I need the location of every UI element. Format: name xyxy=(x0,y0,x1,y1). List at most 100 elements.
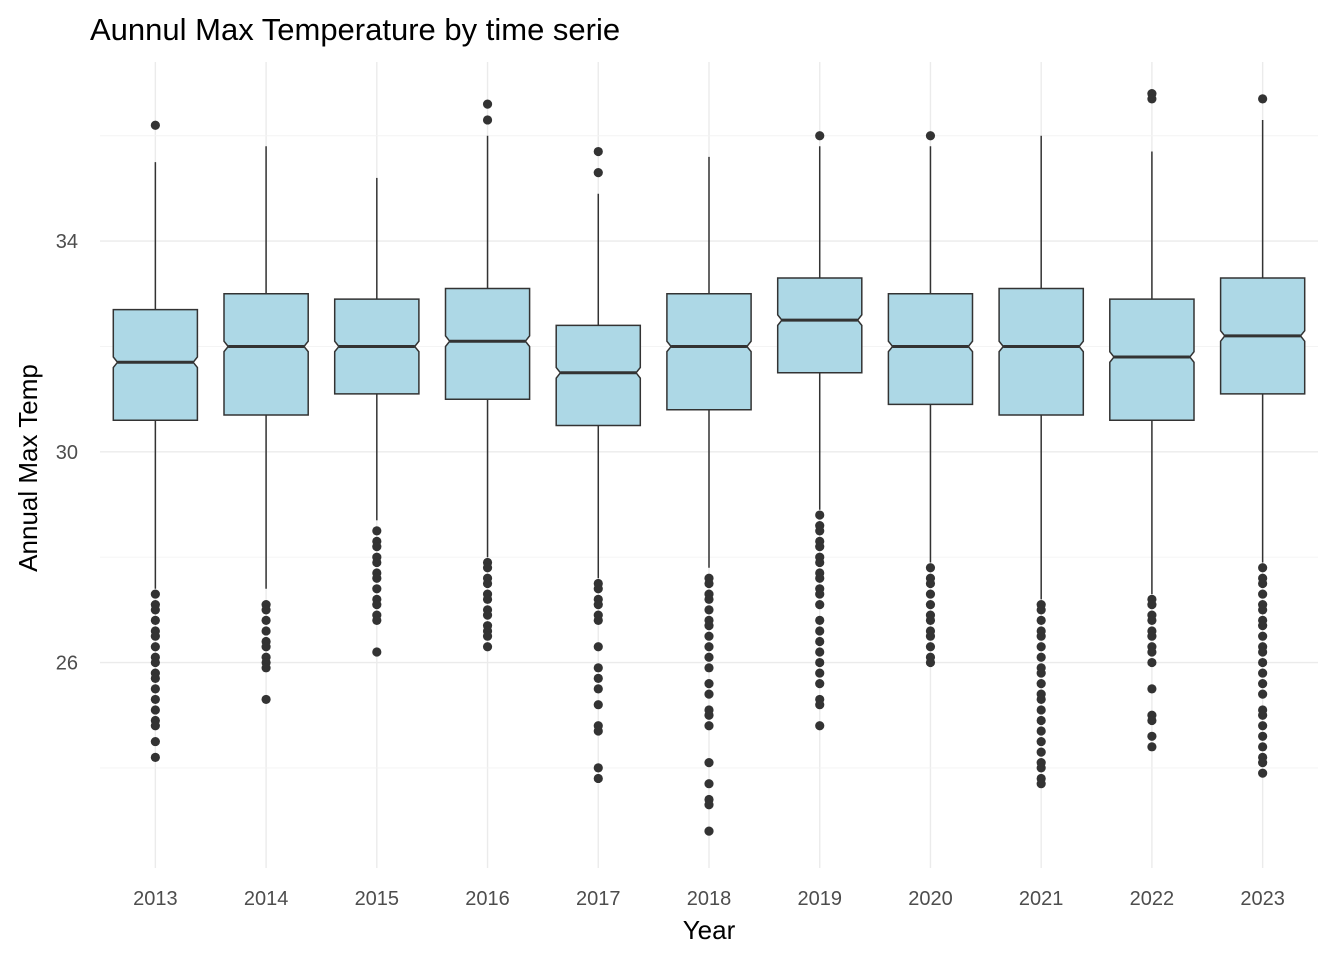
outlier-point-2020-4 xyxy=(925,589,936,599)
y-tick-label-30: 30 xyxy=(56,442,78,464)
outlier-point-2019-11 xyxy=(815,589,825,599)
outlier-point-2015-9 xyxy=(372,600,382,610)
outlier-point-2020-7 xyxy=(925,615,936,626)
outlier-point-2022-15 xyxy=(1147,742,1157,752)
outlier-point-2021-1 xyxy=(1036,605,1046,615)
outlier-point-2019-3 xyxy=(815,526,825,536)
outlier-point-2017-3 xyxy=(593,584,603,594)
box-2022 xyxy=(1109,89,1195,752)
outlier-point-2023-19 xyxy=(1258,731,1268,741)
outlier-point-2023-14 xyxy=(1258,679,1268,689)
outlier-point-2022-14 xyxy=(1147,731,1157,741)
x-tick-label-2023: 2023 xyxy=(1240,888,1285,910)
outlier-point-2015-11 xyxy=(372,615,382,626)
outlier-point-2021-13 xyxy=(1036,715,1046,726)
y-axis-title: Annual Max Temp xyxy=(13,364,43,572)
outlier-point-2021-4 xyxy=(1036,631,1046,641)
outlier-point-2013-17 xyxy=(150,736,160,747)
outlier-point-2021-18 xyxy=(1036,763,1046,773)
box-body-2021 xyxy=(998,287,1085,416)
outlier-point-2015-4 xyxy=(372,557,382,568)
outlier-point-2017-16 xyxy=(593,773,603,784)
outlier-point-2022-10 xyxy=(1147,657,1157,668)
outlier-point-2022-1 xyxy=(1147,94,1157,104)
outlier-point-2015-7 xyxy=(372,584,382,594)
outlier-point-2021-11 xyxy=(1036,694,1046,705)
outlier-point-2017-10 xyxy=(593,673,603,683)
outlier-point-2016-1 xyxy=(482,115,493,125)
outlier-point-2016-3 xyxy=(482,563,493,573)
outlier-point-2018-16 xyxy=(704,758,714,768)
outlier-point-2023-22 xyxy=(1258,758,1268,768)
outlier-point-2021-6 xyxy=(1036,652,1046,662)
outlier-point-2017-1 xyxy=(593,168,603,178)
box-body-2014 xyxy=(223,293,309,416)
outlier-point-2013-18 xyxy=(150,752,160,762)
outlier-point-2019-19 xyxy=(815,679,825,689)
outlier-point-2021-16 xyxy=(1036,747,1046,757)
outlier-point-2015-0 xyxy=(372,526,382,536)
box-body-2018 xyxy=(666,293,752,411)
outlier-point-2016-13 xyxy=(482,642,493,652)
outlier-point-2013-7 xyxy=(150,642,160,652)
outlier-point-2018-9 xyxy=(704,652,714,662)
outlier-point-2013-11 xyxy=(150,673,160,683)
outlier-point-2015-6 xyxy=(372,573,382,583)
outlier-point-2013-1 xyxy=(150,589,160,599)
outlier-point-2021-9 xyxy=(1036,679,1046,689)
outlier-point-2020-0 xyxy=(925,131,936,141)
outlier-point-2020-12 xyxy=(925,657,936,668)
outlier-point-2016-9 xyxy=(482,610,493,620)
outlier-point-2014-9 xyxy=(261,694,271,705)
outlier-point-2023-13 xyxy=(1258,668,1268,678)
outlier-point-2021-2 xyxy=(1036,615,1046,626)
outlier-point-2021-8 xyxy=(1036,668,1046,678)
x-tick-label-2015: 2015 xyxy=(355,888,400,910)
outlier-point-2019-21 xyxy=(815,700,825,710)
x-tick-label-2020: 2020 xyxy=(908,888,953,910)
x-tick-label-2016: 2016 xyxy=(465,888,510,910)
outlier-point-2016-12 xyxy=(482,631,493,641)
x-tick-label-2022: 2022 xyxy=(1130,888,1175,910)
outlier-point-2017-14 xyxy=(593,726,603,736)
x-tick-label-2017: 2017 xyxy=(576,888,621,910)
box-2021 xyxy=(998,135,1085,789)
outlier-point-2017-7 xyxy=(593,615,603,626)
outlier-point-2020-1 xyxy=(925,563,936,573)
box-body-2022 xyxy=(1109,298,1195,421)
box-2018 xyxy=(666,156,752,836)
outlier-point-2018-15 xyxy=(704,721,714,731)
y-tick-label-26: 26 xyxy=(56,653,78,675)
outlier-point-2018-8 xyxy=(704,642,714,652)
outlier-point-2023-23 xyxy=(1258,768,1268,778)
outlier-point-2021-14 xyxy=(1036,726,1046,736)
outlier-point-2018-11 xyxy=(704,679,714,689)
outlier-point-2014-8 xyxy=(261,663,271,673)
outlier-point-2019-13 xyxy=(815,615,825,626)
outlier-point-2019-12 xyxy=(815,600,825,610)
outlier-point-2020-3 xyxy=(925,578,936,589)
outlier-point-2022-11 xyxy=(1147,684,1157,694)
x-axis-title: Year xyxy=(683,915,736,945)
outlier-point-2021-20 xyxy=(1036,779,1046,789)
outlier-point-2017-5 xyxy=(593,600,603,610)
outlier-point-2022-13 xyxy=(1147,715,1157,726)
x-tick-label-2021: 2021 xyxy=(1019,888,1064,910)
box-body-2016 xyxy=(444,287,531,400)
outlier-point-2015-12 xyxy=(372,647,382,657)
outlier-point-2018-7 xyxy=(704,631,714,641)
outlier-point-2021-15 xyxy=(1036,736,1046,747)
outlier-point-2018-14 xyxy=(704,710,714,720)
outlier-point-2023-18 xyxy=(1258,721,1268,731)
outlier-point-2023-6 xyxy=(1258,605,1268,615)
outlier-point-2023-4 xyxy=(1258,589,1268,599)
outlier-point-2020-10 xyxy=(925,642,936,652)
outlier-point-2019-5 xyxy=(815,542,825,552)
box-body-2017 xyxy=(555,324,642,427)
outlier-point-2022-9 xyxy=(1147,647,1157,657)
outlier-point-2022-3 xyxy=(1147,600,1157,610)
outlier-point-2018-4 xyxy=(704,605,714,615)
outlier-point-2014-1 xyxy=(261,605,271,615)
outlier-point-2014-5 xyxy=(261,642,271,652)
